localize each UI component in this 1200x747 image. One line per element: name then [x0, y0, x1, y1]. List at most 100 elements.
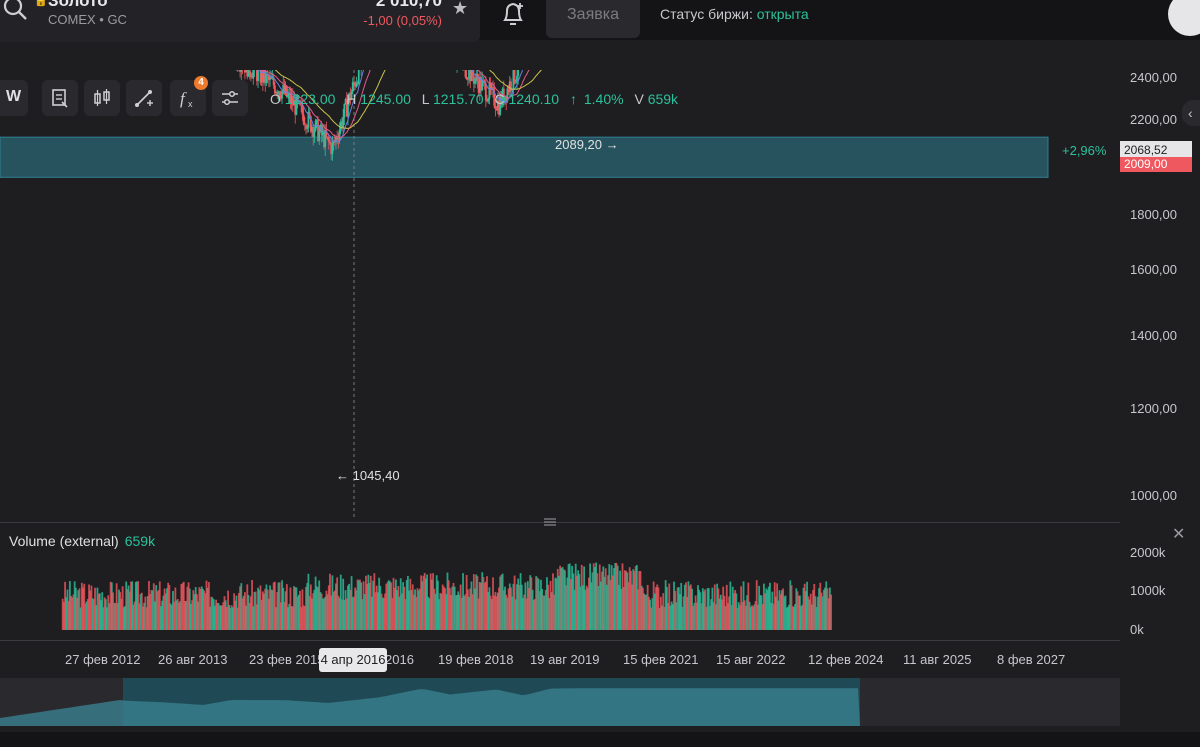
volume-bar — [800, 606, 802, 630]
volume-bar — [739, 604, 741, 630]
price-tick: 1800,00 — [1130, 207, 1177, 222]
candle-body — [514, 81, 517, 83]
collapse-panel-button[interactable]: ‹ — [1182, 100, 1200, 126]
volume-bar — [134, 581, 137, 630]
interval-button[interactable]: W — [0, 80, 28, 116]
settings-button[interactable] — [212, 80, 248, 116]
price-tick: 1000,00 — [1130, 488, 1177, 503]
time-navigator[interactable] — [0, 678, 1120, 726]
volume-bar — [79, 607, 82, 630]
drag-handle-icon[interactable] — [543, 518, 557, 526]
volume-bar — [118, 589, 120, 630]
volume-bar — [102, 607, 105, 630]
templates-button[interactable] — [42, 80, 78, 116]
volume-bar — [120, 598, 123, 630]
change-arrow-icon: ↑ — [569, 91, 577, 107]
candles-icon — [94, 89, 110, 106]
volume-bar — [80, 582, 83, 630]
volume-bar — [809, 593, 812, 630]
favorite-star-icon[interactable]: ★ — [452, 0, 469, 18]
volume-bar — [308, 596, 311, 630]
volume-bar — [459, 584, 462, 630]
volume-bar — [573, 589, 576, 630]
volume-chart[interactable] — [0, 540, 1120, 632]
volume-bar — [815, 606, 818, 630]
volume-bar — [184, 601, 186, 630]
candle-body — [288, 92, 291, 95]
volume-bar — [67, 600, 70, 630]
candle-body — [255, 70, 258, 81]
time-axis[interactable]: 27 фев 2012 26 авг 2013 23 фев 2015 2016… — [0, 648, 1120, 672]
chart-type-button[interactable] — [84, 80, 120, 116]
volume-bar — [221, 605, 224, 630]
volume-bar — [214, 605, 216, 630]
volume-bar — [143, 602, 146, 630]
candle-body — [276, 91, 279, 95]
volume-bar — [512, 583, 515, 630]
alert-bell-icon[interactable] — [500, 0, 526, 28]
candle-body — [486, 100, 488, 102]
volume-bar — [166, 588, 168, 630]
candle-body — [471, 70, 474, 77]
volume-bar — [705, 606, 708, 630]
volume-bar — [499, 576, 502, 630]
volume-bar — [255, 604, 258, 630]
volume-bar — [611, 575, 614, 630]
current-price-tag: 2068,52 — [1120, 141, 1192, 159]
volume-bar — [790, 585, 793, 630]
volume-bar — [541, 589, 544, 630]
volume-bar — [532, 599, 535, 630]
ticker-panel[interactable]: 🔒 Золото COMEX • GC 2 010,70 -1,00 (0,05… — [0, 0, 480, 42]
volume-bar — [682, 596, 685, 630]
pane-divider[interactable] — [0, 522, 1120, 523]
volume-bar — [627, 582, 630, 630]
volume-bar — [438, 599, 440, 630]
volume-bar — [353, 596, 355, 630]
volume-bar — [157, 590, 160, 630]
ticker-name: Золото — [48, 0, 108, 10]
volume-bar — [784, 595, 787, 630]
volume-bar — [548, 597, 551, 630]
volume-bar — [333, 590, 336, 630]
volume-bar — [293, 586, 295, 630]
volume-bar — [84, 603, 87, 630]
volume-bar — [380, 593, 383, 630]
order-button[interactable]: Заявка — [546, 0, 640, 38]
volume-bar — [681, 606, 684, 630]
volume-bar — [423, 572, 426, 630]
candle-body — [326, 136, 329, 138]
volume-bar — [313, 589, 316, 630]
volume-bar — [414, 589, 417, 630]
volume-bar — [510, 587, 512, 630]
bottom-bar — [0, 732, 1200, 747]
candle-body — [354, 83, 357, 87]
candle-body — [248, 70, 251, 74]
volume-bar — [589, 563, 592, 630]
volume-bar — [125, 581, 128, 630]
volume-bar — [656, 584, 659, 630]
close-icon[interactable]: ✕ — [1172, 526, 1186, 543]
chevron-left-icon: ‹ — [1188, 105, 1193, 121]
volume-bar — [379, 585, 382, 630]
volume-bar — [362, 581, 365, 630]
price-scale[interactable]: 2400,00 2200,00 1800,00 1600,00 1400,00 … — [1120, 60, 1200, 530]
volume-bar — [277, 582, 280, 630]
drawing-tools-button[interactable] — [126, 80, 162, 116]
volume-bar — [792, 606, 795, 630]
candle-body — [289, 92, 292, 104]
candle-body — [484, 83, 487, 101]
volume-bar — [783, 596, 786, 630]
candle-body — [337, 139, 340, 141]
volume-bar — [706, 588, 709, 630]
time-tick: 19 авг 2019 — [530, 652, 600, 667]
volume-bar — [588, 577, 590, 630]
candle-body — [265, 73, 268, 83]
volume-bar — [162, 595, 165, 630]
search-icon[interactable] — [2, 0, 28, 22]
price-chart[interactable]: 2089,20 → ← 1045,40 +2,96% — [0, 70, 1120, 520]
candle-body — [275, 91, 277, 94]
volume-bar — [114, 603, 117, 630]
volume-bar — [186, 586, 189, 630]
